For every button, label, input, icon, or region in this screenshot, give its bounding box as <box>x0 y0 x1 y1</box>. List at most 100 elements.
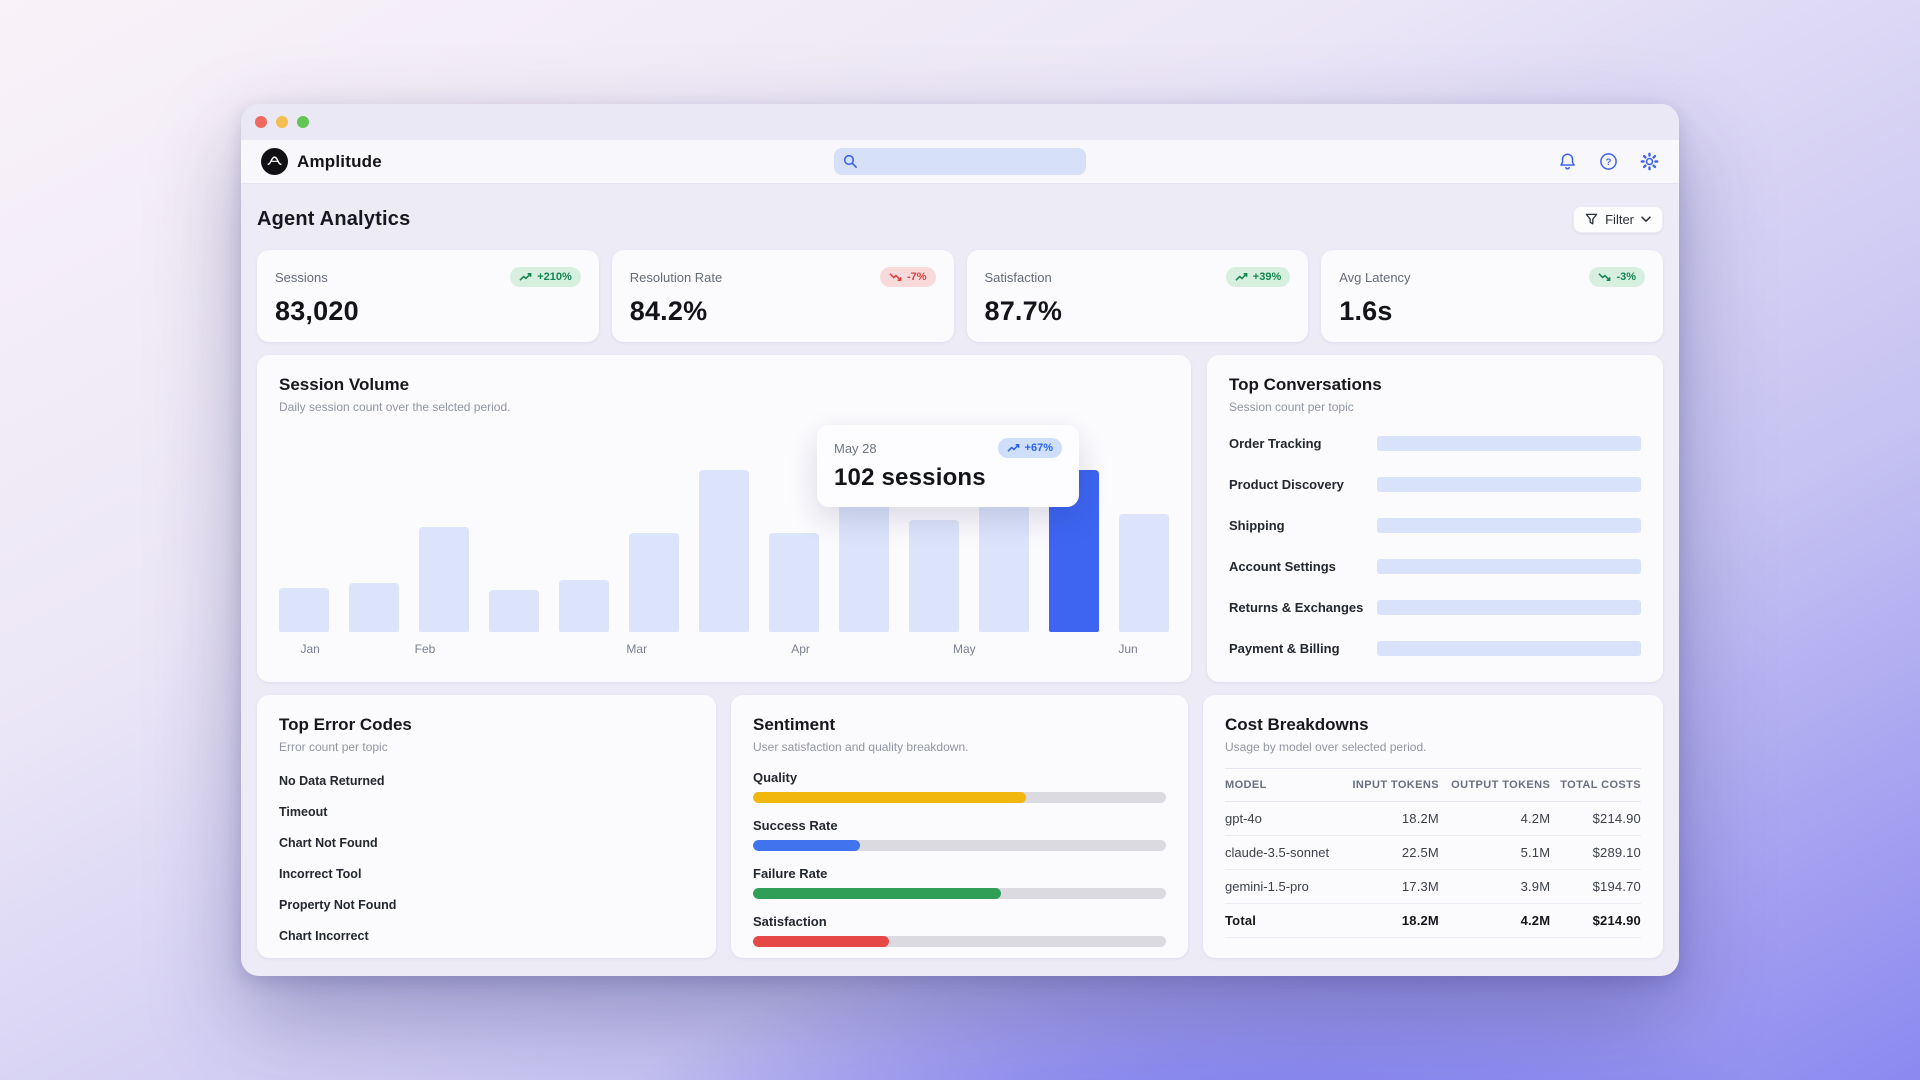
metric-label: Failure Rate <box>753 866 828 881</box>
conversation-row: Shipping <box>1229 518 1641 533</box>
kpi-row: Sessions +210% 83,020 Resolution Rate <box>257 250 1663 342</box>
kpi-label: Resolution Rate <box>629 269 723 285</box>
kpi-card: Sessions +210% 83,020 <box>257 250 599 342</box>
table-row: claude-3.5-sonnet 22.5M 5.1M $289.10 <box>1225 835 1641 870</box>
model-name: gemini-1.5-pro <box>1225 869 1342 904</box>
error-label: No Data Returned <box>279 774 385 788</box>
cost-breakdowns-card: Cost Breakdowns Usage by model over sele… <box>1203 695 1663 958</box>
bar[interactable] <box>839 500 889 632</box>
trend-up-icon <box>1235 272 1248 281</box>
sentiment-card: Sentiment User satisfaction and quality … <box>731 695 1188 958</box>
error-label: Chart Incorrect <box>279 929 369 943</box>
page-header: Agent Analytics Filter <box>257 205 1663 233</box>
sentiment-metric: Satisfaction <box>753 914 1166 947</box>
model-value: $194.70 <box>1550 869 1641 904</box>
kpi-card: Satisfaction +39% 87.7% <box>966 250 1309 342</box>
x-axis-tick: Jun <box>1118 642 1138 656</box>
conversation-row: Order Tracking <box>1229 436 1641 451</box>
close-window-button[interactable] <box>255 116 267 128</box>
column-header: INPUT TOKENS <box>1341 768 1439 802</box>
topic-bar <box>1377 600 1641 615</box>
top-nav: Amplitude ? <box>241 140 1679 184</box>
model-name: Total <box>1225 903 1342 938</box>
model-value: $214.90 <box>1550 801 1641 836</box>
cost-table: MODEL INPUT TOKENS OUTPUT TOKENS TOTAL COST… <box>1225 768 1641 938</box>
bar[interactable] <box>419 526 469 632</box>
kpi-value: 83,020 <box>275 296 359 326</box>
bar[interactable] <box>699 470 749 632</box>
error-row: Chart Not Found <box>279 836 694 850</box>
search-input[interactable] <box>864 154 1077 169</box>
bar[interactable] <box>909 520 959 632</box>
metric-bar <box>753 936 1166 947</box>
card-subtitle: Daily session count over the selcted per… <box>279 400 511 414</box>
metric-bar <box>753 840 1166 851</box>
help-icon[interactable]: ? <box>1599 152 1618 171</box>
card-title: Session Volume <box>279 375 410 394</box>
error-row: Timeout <box>279 805 694 819</box>
model-name: claude-3.5-sonnet <box>1225 835 1342 870</box>
topic-label: Order Tracking <box>1229 436 1322 451</box>
card-title: Top Error Codes <box>279 715 412 734</box>
bar-group <box>279 470 1169 632</box>
model-name: gpt-4o <box>1225 801 1342 836</box>
card-title: Top Conversations <box>1229 375 1382 394</box>
bar[interactable] <box>349 583 399 632</box>
conversation-list: Order Tracking Product Discovery Shipping A… <box>1229 436 1641 656</box>
bar[interactable] <box>559 580 609 632</box>
funnel-icon <box>1585 213 1598 224</box>
model-value: 22.5M <box>1341 835 1439 870</box>
topic-bar <box>1377 641 1641 656</box>
error-label: Incorrect Tool <box>279 867 362 881</box>
error-label: Timeout <box>279 805 328 819</box>
conversation-row: Returns & Exchanges <box>1229 600 1641 615</box>
bar[interactable] <box>769 533 819 632</box>
topic-label: Payment & Billing <box>1229 641 1340 656</box>
kpi-delta-badge: +210% <box>510 267 581 287</box>
table-row: gemini-1.5-pro 17.3M 3.9M $194.70 <box>1225 869 1641 904</box>
bar[interactable] <box>279 588 329 632</box>
table-row: gpt-4o 18.2M 4.2M $214.90 <box>1225 801 1641 836</box>
conversation-row: Payment & Billing <box>1229 641 1641 656</box>
session-volume-card: Session Volume Daily session count over … <box>257 355 1191 682</box>
tooltip-date: May 28 <box>834 440 877 456</box>
notifications-bell-icon[interactable] <box>1558 152 1577 171</box>
window-titlebar <box>241 104 1679 140</box>
bar[interactable] <box>1119 513 1169 632</box>
app-window: Amplitude ? <box>241 104 1679 976</box>
filter-button[interactable]: Filter <box>1573 205 1663 233</box>
metric-label: Satisfaction <box>753 914 827 929</box>
card-subtitle: Usage by model over selected period. <box>1225 740 1427 754</box>
session-volume-chart: Jan Feb Mar Apr May Jun <box>279 470 1169 660</box>
kpi-delta-badge: +39% <box>1225 267 1291 287</box>
chevron-down-icon <box>1641 215 1651 222</box>
error-label: Chart Not Found <box>279 836 378 850</box>
topic-bar <box>1377 518 1641 533</box>
nav-icons: ? <box>1558 152 1659 171</box>
kpi-value: 84.2% <box>629 296 708 326</box>
column-header: OUTPUT TOKENS <box>1438 768 1551 802</box>
bar[interactable] <box>629 533 679 632</box>
trend-up-icon <box>519 272 532 281</box>
x-axis-labels: Jan Feb Mar Apr May Jun <box>279 632 1169 660</box>
bar[interactable] <box>489 589 539 632</box>
error-row: Chart Incorrect <box>279 929 694 943</box>
settings-gear-icon[interactable] <box>1640 152 1659 171</box>
kpi-delta-badge: -3% <box>1589 267 1645 287</box>
x-axis-tick: Apr <box>791 642 810 656</box>
kpi-value: 87.7% <box>984 296 1063 326</box>
top-conversations-card: Top Conversations Session count per topi… <box>1207 355 1663 682</box>
conversation-row: Account Settings <box>1229 559 1641 574</box>
model-value: 5.1M <box>1438 835 1551 870</box>
x-axis-tick: Mar <box>626 642 648 656</box>
zoom-window-button[interactable] <box>297 116 309 128</box>
tooltip-value: 102 sessions <box>834 464 986 491</box>
minimize-window-button[interactable] <box>276 116 288 128</box>
topic-label: Shipping <box>1229 518 1285 533</box>
error-row: No Data Returned <box>279 774 694 788</box>
search-bar[interactable] <box>834 148 1086 175</box>
x-axis-tick: May <box>952 642 976 656</box>
model-value: 18.2M <box>1341 903 1439 938</box>
model-value: $289.10 <box>1550 835 1641 870</box>
trend-down-icon <box>889 273 902 282</box>
